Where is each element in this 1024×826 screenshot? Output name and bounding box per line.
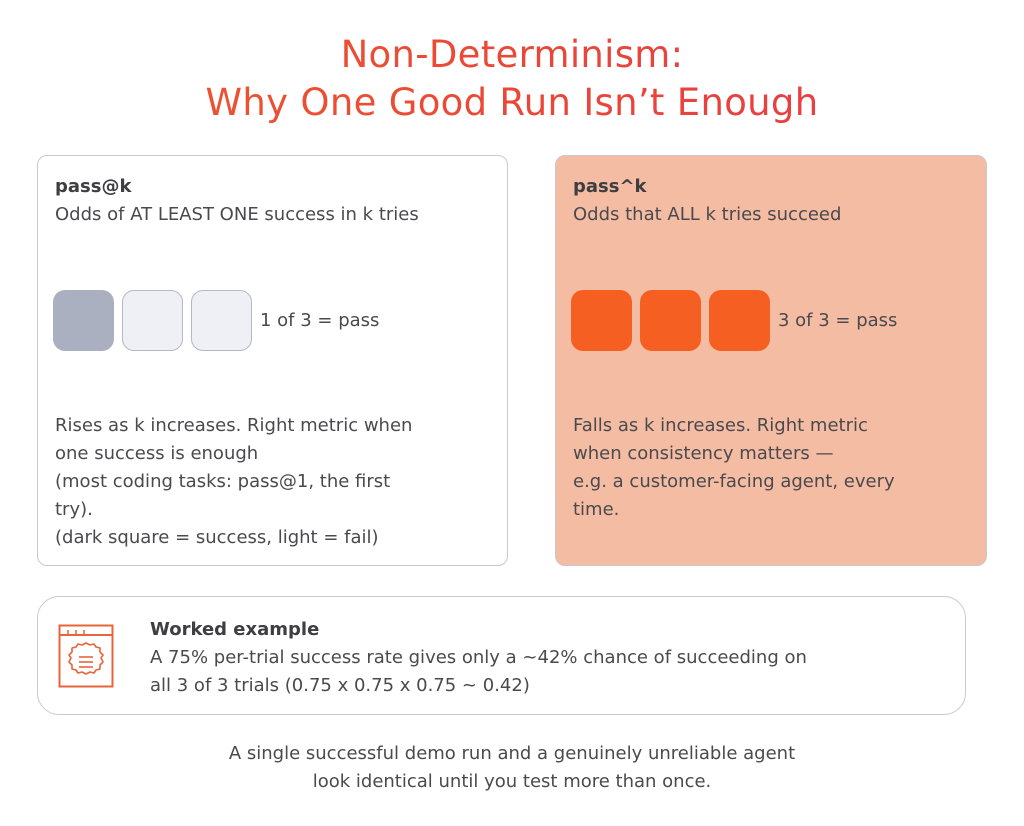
trial-squares: 3 of 3 = pass (571, 289, 897, 351)
example-line: all 3 of 3 trials (0.75 x 0.75 x 0.75 ~ … (150, 675, 530, 696)
description-line: e.g. a customer-facing agent, every (573, 471, 895, 492)
card-description: Rises as k increases. Right metric when … (55, 412, 495, 552)
card-title: pass^k (573, 176, 647, 197)
example-line: A 75% per-trial success rate gives only … (150, 647, 807, 668)
worked-example-box: Worked example A 75% per-trial success r… (37, 596, 966, 715)
card-subtitle: Odds that ALL k tries succeed (573, 204, 842, 225)
footer-line: A single successful demo run and a genui… (228, 743, 796, 764)
description-line: one success is enough (55, 443, 259, 464)
description-line: Rises as k increases. Right metric when (55, 415, 413, 436)
footer-note: A single successful demo run and a genui… (0, 740, 1024, 796)
card-subtitle: Odds of AT LEAST ONE success in k tries (55, 204, 419, 225)
example-body: A 75% per-trial success rate gives only … (150, 644, 950, 700)
footer-line: look identical until you test more than … (312, 771, 712, 792)
trial-square-success (640, 289, 701, 351)
document-list-icon (58, 624, 114, 688)
example-title: Worked example (150, 619, 320, 640)
pass-caret-k-card: pass^k Odds that ALL k tries succeed 3 o… (555, 155, 987, 566)
card-title: pass@k (55, 176, 132, 197)
card-description: Falls as k increases. Right metric when … (573, 412, 973, 524)
trial-square-success (571, 289, 632, 351)
description-line: when consistency matters — (573, 443, 834, 464)
description-line: try). (55, 499, 93, 520)
description-line: time. (573, 499, 620, 520)
trial-squares: 1 of 3 = pass (53, 289, 379, 351)
trial-caption: 3 of 3 = pass (778, 309, 898, 331)
trial-square-success (53, 289, 114, 351)
description-line: Falls as k increases. Right metric (573, 415, 868, 436)
trial-square-success (709, 289, 770, 351)
page-title-line-1: Non-Determinism: (0, 31, 1024, 79)
pass-at-k-card: pass@k Odds of AT LEAST ONE success in k… (37, 155, 508, 566)
trial-square-fail (122, 289, 183, 351)
page-title-line-2: Why One Good Run Isn’t Enough (0, 79, 1024, 127)
trial-square-fail (191, 289, 252, 351)
trial-caption: 1 of 3 = pass (260, 309, 380, 331)
description-line: (dark square = success, light = fail) (55, 527, 379, 548)
description-line: (most coding tasks: pass@1, the first (55, 471, 391, 492)
